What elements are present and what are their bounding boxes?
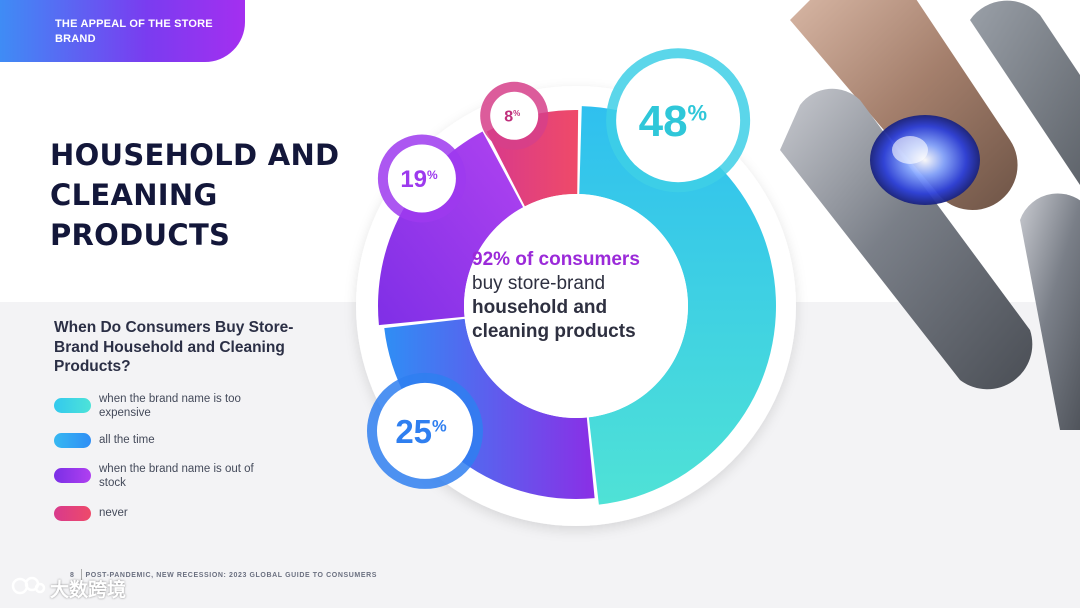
decorative-photo-strips [780,0,1080,430]
value-bubbles: 48% 25% 19% 8% [366,48,751,489]
footer: 8 POST-PANDEMIC, NEW RECESSION: 2023 GLOB… [70,569,377,581]
footer-text: POST-PANDEMIC, NEW RECESSION: 2023 GLOBA… [85,571,378,579]
watermark-text: 大数跨境 [50,580,127,601]
center-callout: 92% of consumers buy store-brand househo… [472,248,682,344]
center-line-4: cleaning products [472,321,636,342]
legend-label: never [99,507,128,519]
data-label-out-of-stock: 19% [400,166,438,193]
legend-swatch [54,433,91,448]
photo-strip-4 [1020,193,1080,430]
watermark: 大数跨境 [10,572,150,602]
legend-label: all the time [99,434,155,446]
center-line-3: household and [472,297,608,318]
value-bubble-all-the-time: 25% [366,372,483,489]
legend-heading: When Do Consumers Buy Store-Brand Househ… [54,319,294,375]
data-label-all-the-time: 25% [395,413,447,450]
donut-segment-all-the-time [384,318,595,500]
donut-segments [378,106,776,505]
legend-item-all-the-time: all the time [54,433,294,463]
page-title: HOUSEHOLD AND CLEANING PRODUCTS [50,138,340,252]
legend-label: when the brand name is too expensive [99,393,241,419]
legend-item-out-of-stock: when the brand name is out of stock [54,462,294,492]
page-number: 8 [70,571,75,579]
footer-divider [80,569,82,581]
section-tag-label: THE APPEAL OF THE STORE BRAND [55,18,213,45]
bubble-face [387,144,456,213]
photo-strip-3 [970,0,1080,185]
donut-segment-too-expensive [579,106,776,505]
bubble-face [376,382,473,479]
watermark-logo-icon [11,576,46,595]
legend-label: when the brand name is out of stock [99,463,254,489]
data-label-never: 8% [504,109,520,126]
data-label-too-expensive: 48% [639,97,708,146]
donut-hole [464,194,688,418]
value-bubble-never: 8% [480,81,549,150]
legend-swatch [54,506,91,521]
photo-strip-2 [780,88,1033,390]
center-highlight: 92% of consumers [472,249,640,270]
center-line-2: buy store-brand [472,273,606,294]
bubble-face [490,91,539,140]
legend-item-too-expensive: when the brand name is too expensive [54,392,294,422]
value-bubble-too-expensive: 48% [606,48,751,193]
section-tag: THE APPEAL OF THE STORE BRAND [0,0,245,62]
legend-item-never: never [54,506,294,536]
legend-swatch [54,468,91,483]
bubble-face [616,58,741,183]
donut-segment-out-of-stock [378,131,524,326]
legend-swatch [54,398,91,413]
value-bubble-out-of-stock: 19% [377,134,466,223]
